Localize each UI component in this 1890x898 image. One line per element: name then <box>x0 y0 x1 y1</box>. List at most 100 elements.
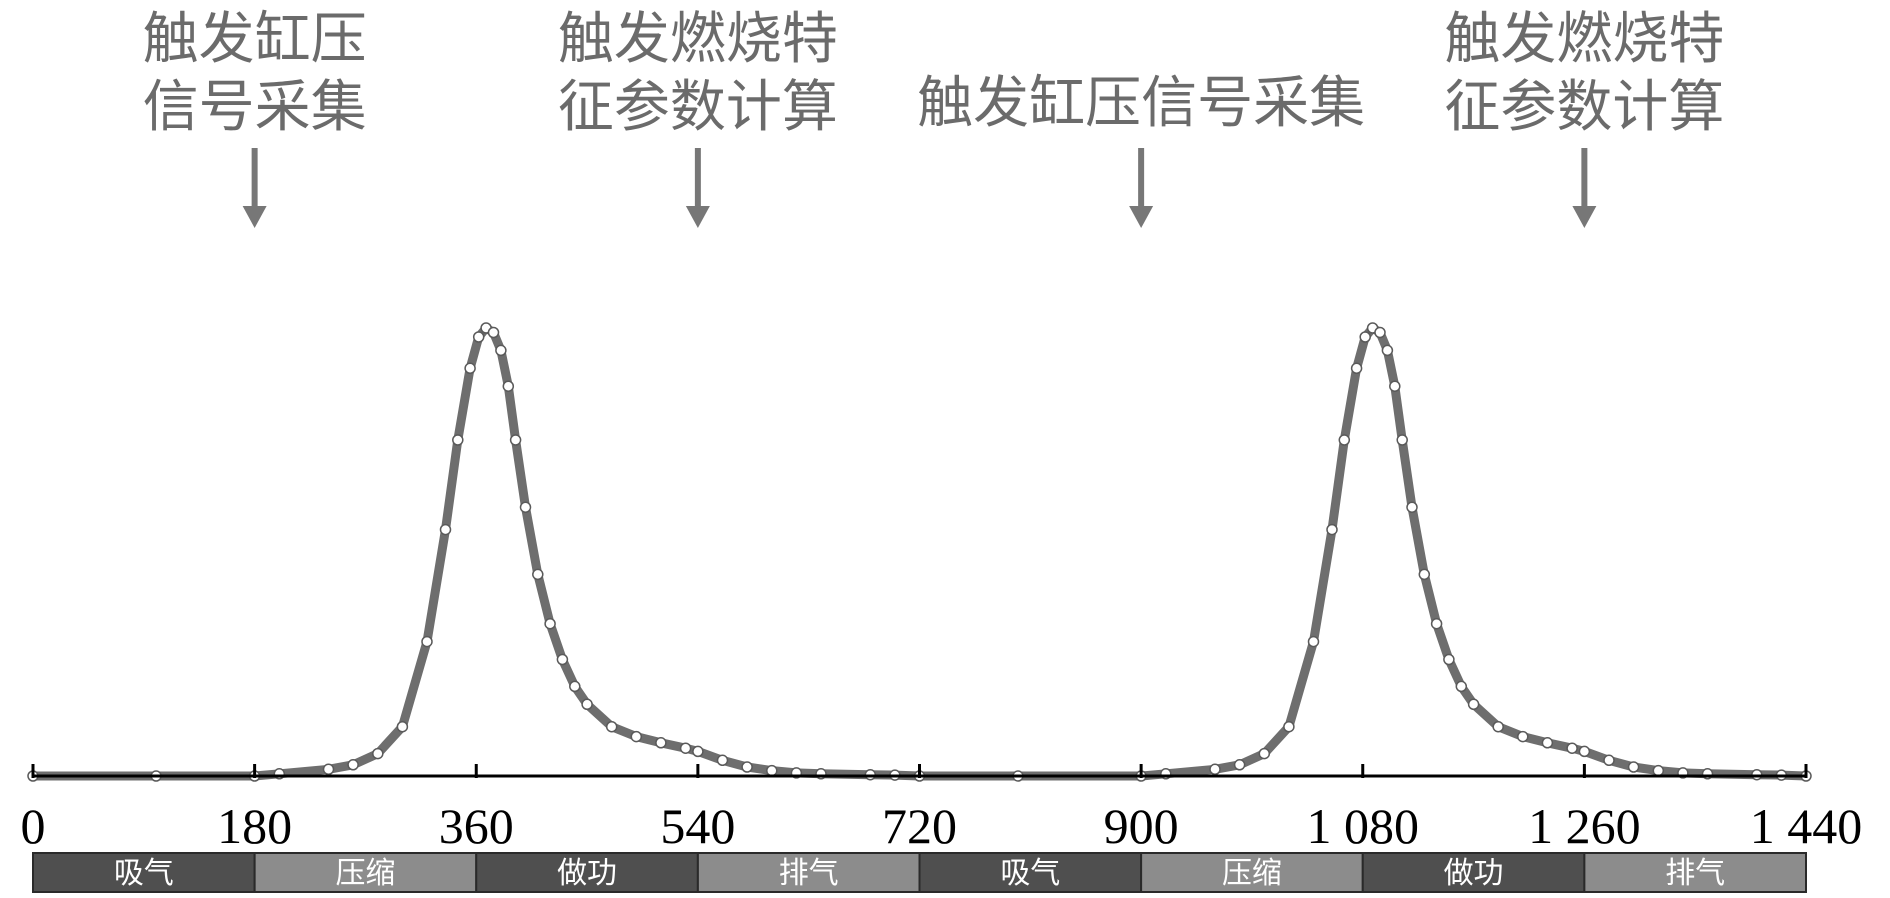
data-point <box>692 745 704 758</box>
down-arrow-icon <box>1572 206 1597 228</box>
data-point <box>1627 761 1640 773</box>
data-point <box>519 501 532 513</box>
x-tick-label: 1 260 <box>1528 798 1641 854</box>
data-point <box>502 380 515 392</box>
data-point <box>472 331 485 343</box>
data-point <box>1283 720 1295 733</box>
stroke-segment-label: 做功 <box>557 856 617 891</box>
annotation-text: 触发燃烧特 <box>558 7 838 72</box>
x-tick-label: 1 080 <box>1307 798 1420 854</box>
data-point <box>421 635 433 648</box>
stroke-segment-label: 排气 <box>779 856 839 891</box>
data-point <box>766 764 778 777</box>
trigger-annotation: 触发缸压信号采集 <box>917 71 1365 228</box>
data-point <box>1603 754 1615 767</box>
data-point <box>1389 380 1401 392</box>
data-point <box>1455 680 1468 693</box>
x-tick-label: 0 <box>21 798 46 854</box>
data-point <box>1443 653 1455 666</box>
stroke-segment-label: 吸气 <box>114 856 174 891</box>
down-arrow-icon <box>242 206 267 228</box>
data-point <box>1307 635 1320 648</box>
annotation-text: 触发缸压 <box>143 7 367 72</box>
data-point <box>1492 720 1504 733</box>
data-point <box>716 754 729 767</box>
data-point <box>655 737 667 749</box>
stroke-phase-bar: 吸气 压缩 做功 排气 吸气 压缩 做功 排气 <box>32 852 1807 893</box>
stroke-segment-bar <box>1583 852 1807 893</box>
data-point <box>1381 344 1394 357</box>
data-point <box>1652 764 1665 777</box>
data-point <box>1233 759 1246 771</box>
annotation-text: 信号采集 <box>143 75 367 140</box>
data-point <box>452 434 464 446</box>
data-point <box>544 617 556 630</box>
x-tick-label: 360 <box>439 798 514 854</box>
data-point <box>1258 747 1271 760</box>
stroke-segment: 做功 <box>475 852 699 893</box>
stroke-segment: 压缩 <box>1140 852 1364 893</box>
data-point <box>1406 501 1418 513</box>
data-point <box>347 759 359 771</box>
x-axis: 0 180 360 540 720 900 1 080 1 260 1 440 <box>21 764 1863 854</box>
stroke-segment-label: 压缩 <box>335 856 395 891</box>
data-point <box>581 698 593 711</box>
data-point <box>1467 698 1480 711</box>
data-point <box>1578 745 1591 758</box>
data-point <box>495 344 507 357</box>
x-tick-label: 540 <box>660 798 735 854</box>
stroke-segment-label: 做功 <box>1444 856 1504 891</box>
data-point <box>605 720 618 733</box>
stroke-segment-label: 排气 <box>1665 856 1725 891</box>
stroke-segment: 压缩 <box>253 852 478 893</box>
data-point <box>1566 742 1578 754</box>
stroke-segment: 吸气 <box>918 852 1143 893</box>
trigger-annotation: 触发缸压信号采集 <box>143 7 367 228</box>
x-tick-label: 900 <box>1104 798 1179 854</box>
down-arrow-icon <box>1129 206 1154 228</box>
x-tick-label: 1 440 <box>1750 798 1863 854</box>
data-point <box>322 763 335 776</box>
data-point <box>1541 737 1554 749</box>
stroke-segment-bar <box>253 852 478 893</box>
data-point <box>1517 730 1529 743</box>
data-point <box>679 742 692 754</box>
annotation-text: 征参数计算 <box>1444 75 1724 140</box>
stroke-segment: 吸气 <box>32 852 256 893</box>
data-point <box>630 730 643 743</box>
stroke-segment-label: 压缩 <box>1222 856 1282 891</box>
stroke-segment: 排气 <box>696 852 921 893</box>
data-point <box>1209 763 1221 776</box>
data-point <box>372 747 384 760</box>
down-arrow-icon <box>685 206 710 228</box>
data-point <box>509 434 522 446</box>
data-point <box>1350 362 1363 375</box>
x-tick-label: 720 <box>882 798 957 854</box>
annotation-text: 触发缸压信号采集 <box>917 71 1365 136</box>
pressure-curve <box>27 322 1812 782</box>
stroke-segment: 做功 <box>1361 852 1586 893</box>
stroke-segment: 排气 <box>1583 852 1807 893</box>
data-point <box>464 362 476 375</box>
data-point <box>532 568 544 581</box>
data-point <box>556 653 569 666</box>
data-point <box>487 326 500 339</box>
annotation-text: 征参数计算 <box>558 75 838 140</box>
curve-line <box>28 323 1811 781</box>
stroke-segment-label: 吸气 <box>1000 856 1060 891</box>
x-tick-label: 180 <box>217 798 292 854</box>
data-point <box>1338 434 1351 446</box>
data-point <box>396 720 409 733</box>
data-point <box>1359 331 1371 343</box>
data-point <box>439 523 452 536</box>
annotation-text: 触发燃烧特 <box>1444 7 1724 72</box>
data-point <box>741 761 753 773</box>
data-point <box>569 680 581 693</box>
data-point <box>1396 434 1408 446</box>
stroke-segment-bar <box>475 852 699 893</box>
data-point <box>1430 617 1443 630</box>
